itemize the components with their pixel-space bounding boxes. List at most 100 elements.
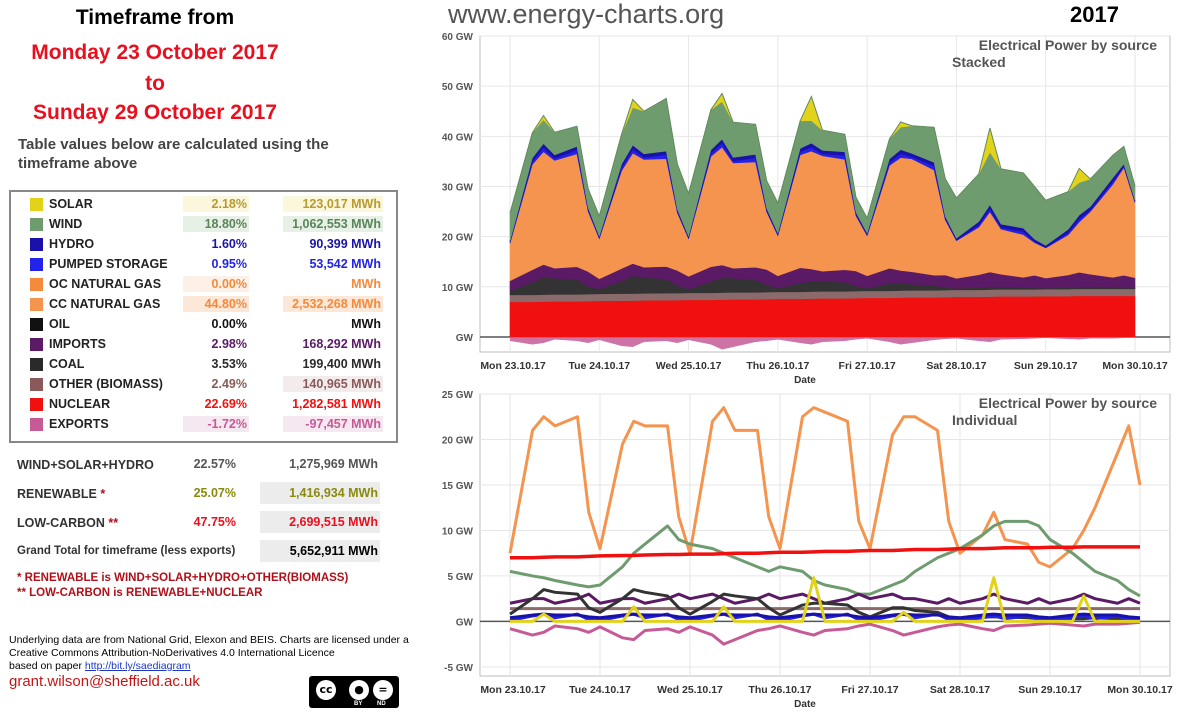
legend-energy-mwh: 168,292 MWh (283, 336, 383, 352)
legend-swatch (30, 318, 43, 331)
legend-percent: 18.80% (183, 216, 249, 232)
cc-license-badge[interactable]: cc ● = BY ND (309, 676, 399, 708)
stack-top-outline (509, 92, 1136, 220)
y-tick-label: 15 GW (442, 481, 474, 492)
y-tick-label: 25 GW (442, 390, 474, 401)
legend-percent: 0.95% (183, 256, 249, 272)
legend-row-coal: COAL 3.53% 199,400 MWh (11, 355, 396, 375)
legend-percent: 3.53% (183, 356, 249, 372)
legend-swatch (30, 238, 43, 251)
summary-label-text: Grand Total for timeframe (less exports) (17, 545, 236, 557)
legend-row-pumped-storage: PUMPED STORAGE 0.95% 53,542 MWh (11, 255, 396, 275)
legend-row-hydro: HYDRO 1.60% 90,399 MWh (11, 235, 396, 255)
paper-link[interactable]: http://bit.ly/saediagram (84, 660, 191, 672)
legend-row-other-biomass: OTHER (BIOMASS) 2.49% 140,965 MWh (11, 375, 396, 395)
summary-row-4: Grand Total for timeframe (less exports)… (0, 537, 400, 565)
legend-swatch (30, 418, 43, 431)
summary-label: Grand Total for timeframe (less exports) (17, 545, 235, 557)
summary-label-text: WIND+SOLAR+HYDRO (17, 458, 154, 472)
legend-swatch (30, 378, 43, 391)
legend-percent: 1.60% (183, 236, 249, 252)
table-subtitle: Table values below are calculated using … (18, 136, 329, 172)
chart-title: Electrical Power by source (979, 37, 1157, 53)
chart-title: Electrical Power by source (979, 395, 1157, 411)
summary-footnote-mark: * (96, 487, 106, 501)
low-carbon-note: ** LOW-CARBON is RENEWABLE+NUCLEAR (17, 587, 263, 599)
summary-energy-mwh: 2,699,515 MWh (260, 511, 380, 533)
legend-percent: 0.00% (183, 276, 249, 292)
summary-label-text: RENEWABLE (17, 487, 97, 501)
credits-line3: based on paper http://bit.ly/saediagram (9, 660, 439, 673)
end-date: Sunday 29 October 2017 (33, 101, 277, 124)
no-derivatives-icon: = (373, 680, 393, 700)
website-title: www.energy-charts.org (448, 0, 725, 29)
y-tick-label: 20 GW (442, 435, 474, 446)
credits: Underlying data are from National Grid, … (9, 634, 439, 673)
x-axis-label: Date (794, 375, 816, 386)
legend-energy-mwh: 90,399 MWh (283, 236, 383, 252)
legend-source-name: OTHER (BIOMASS) (49, 377, 163, 391)
legend-row-oil: OIL 0.00% MWh (11, 315, 396, 335)
legend-percent: 22.69% (183, 396, 249, 412)
legend-row-nuclear: NUCLEAR 22.69% 1,282,581 MWh (11, 395, 396, 415)
chart-subtitle: Individual (952, 412, 1017, 428)
x-tick-label: Sun 29.10.17 (1018, 684, 1082, 696)
individual-chart: -5 GW GW 5 GW 10 GW 15 GW 20 GW 25 GW Mon 23.10… (442, 390, 1173, 710)
credits-line1: Underlying data are from National Grid, … (9, 634, 409, 646)
legend-swatch (30, 298, 43, 311)
legend-row-cc-natural-gas: CC NATURAL GAS 44.80% 2,532,268 MWh (11, 295, 396, 315)
x-tick-label: Thu 26.10.17 (746, 360, 809, 372)
y-tick-label: -5 GW (444, 663, 473, 674)
summary-label: WIND+SOLAR+HYDRO (17, 458, 154, 472)
legend-energy-mwh: 123,017 MWh (283, 196, 383, 212)
y-tick-label: 50 GW (442, 82, 474, 93)
legend-energy-mwh: 1,282,581 MWh (283, 396, 383, 412)
summary-row-3: LOW-CARBON ** 47.75% 2,699,515 MWh (0, 508, 400, 536)
x-tick-label: Thu 26.10.17 (748, 684, 811, 696)
cc-nd-label: ND (377, 701, 386, 707)
legend-source-name: OIL (49, 317, 70, 331)
legend-source-name: HYDRO (49, 237, 95, 251)
y-tick-label: 30 GW (442, 182, 474, 193)
x-tick-label: Fri 27.10.17 (841, 684, 898, 696)
summary-percent: 25.07% (193, 486, 236, 500)
legend-swatch (30, 258, 43, 271)
stacked-chart: GW 10 GW 20 GW 30 GW 40 GW 50 GW 60 GW Mon 23.1… (442, 32, 1171, 386)
x-tick-label: Wed 25.10.17 (657, 684, 723, 696)
y-tick-label: 60 GW (442, 32, 474, 43)
legend-source-name: WIND (49, 217, 83, 231)
summary-label: LOW-CARBON ** (17, 516, 118, 530)
summary-energy-mwh: 1,416,934 MWh (260, 482, 380, 504)
legend-source-name: IMPORTS (49, 337, 106, 351)
chart-subtitle: Stacked (952, 54, 1006, 70)
legend-percent: 0.00% (183, 316, 249, 332)
legend-row-oc-natural-gas: OC NATURAL GAS 0.00% MWh (11, 275, 396, 295)
line-wind (509, 519, 1141, 598)
x-tick-label: Sat 28.10.17 (930, 684, 990, 696)
to-label: to (145, 72, 165, 95)
legend-source-name: COAL (49, 357, 85, 371)
legend-energy-mwh: 140,965 MWh (283, 376, 383, 392)
legend-source-name: NUCLEAR (49, 397, 111, 411)
y-tick-label: GW (456, 617, 474, 628)
contact-email[interactable]: grant.wilson@sheffield.ac.uk (9, 673, 200, 690)
legend-percent: 44.80% (183, 296, 249, 312)
y-tick-label: 5 GW (447, 572, 473, 583)
legend-energy-mwh: 53,542 MWh (283, 256, 383, 272)
legend-swatch (30, 278, 43, 291)
summary-footnote-mark: ** (104, 516, 119, 530)
legend-energy-mwh: MWh (283, 316, 383, 332)
legend-percent: 2.49% (183, 376, 249, 392)
summary-percent: 22.57% (193, 457, 236, 471)
summary-percent: 47.75% (193, 515, 236, 529)
area-nuclear (509, 295, 1136, 338)
x-tick-label: Wed 25.10.17 (656, 360, 722, 372)
line-exports (509, 620, 1141, 646)
line-solar (510, 576, 1140, 623)
year-label: 2017 (1070, 2, 1119, 27)
legend-percent: -1.72% (183, 416, 249, 432)
plot-area (479, 393, 1171, 677)
area-exports (510, 336, 1135, 350)
legend-energy-mwh: 2,532,268 MWh (283, 296, 383, 312)
